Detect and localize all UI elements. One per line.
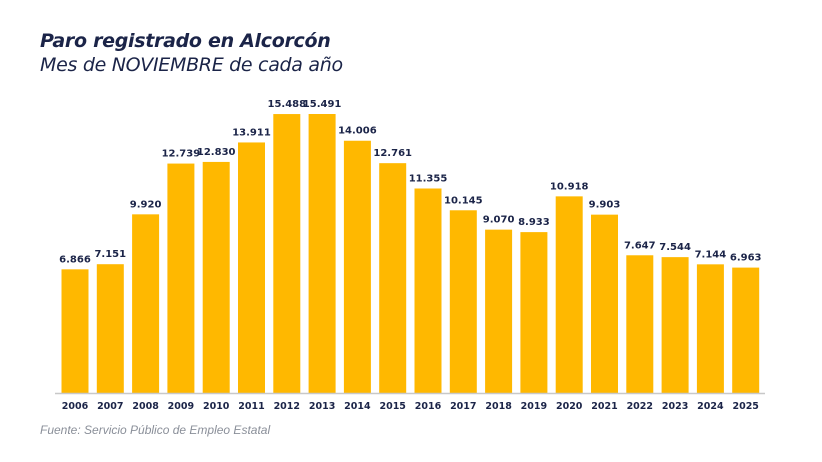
data-label-2022: 7.647	[624, 240, 656, 251]
bar-2021	[591, 214, 618, 393]
data-label-2020: 10.918	[550, 181, 589, 192]
bar-2008	[132, 214, 160, 393]
bar-2018	[485, 229, 513, 393]
bar-2007	[96, 264, 124, 393]
bar-2025	[732, 267, 760, 393]
x-tick-2006: 2006	[62, 401, 89, 412]
data-label-2006: 6.866	[59, 254, 91, 265]
bar-2006	[61, 269, 89, 393]
data-label-2011: 13.911	[232, 127, 271, 138]
bar-2019	[520, 232, 548, 393]
chart-subtitle: Mes de NOVIEMBRE de cada año	[40, 54, 343, 76]
data-label-2012: 15.488	[268, 99, 307, 110]
bar-2015	[379, 163, 407, 393]
data-label-2018: 9.070	[483, 215, 515, 226]
bar-2011	[238, 142, 265, 393]
data-label-2024: 7.144	[695, 249, 727, 260]
data-label-2010: 12.830	[197, 147, 236, 158]
x-tick-2013: 2013	[309, 401, 335, 412]
x-tick-2019: 2019	[521, 401, 547, 412]
data-label-2021: 9.903	[589, 200, 621, 211]
data-label-2023: 7.544	[659, 242, 691, 253]
x-tick-2008: 2008	[132, 401, 159, 412]
bar-2017	[449, 210, 477, 393]
x-tick-2017: 2017	[450, 401, 476, 412]
data-label-2015: 12.761	[373, 148, 412, 159]
data-label-2016: 11.355	[409, 173, 448, 184]
bar-2022	[626, 255, 654, 393]
x-tick-2011: 2011	[238, 401, 264, 412]
x-tick-2014: 2014	[344, 401, 371, 412]
data-label-2007: 7.151	[94, 249, 126, 260]
data-label-2017: 10.145	[444, 195, 483, 206]
data-label-2019: 8.933	[518, 217, 550, 228]
x-tick-2015: 2015	[379, 401, 405, 412]
bar-2014	[343, 140, 371, 393]
bar-2012	[273, 114, 301, 394]
data-label-2025: 6.963	[730, 253, 762, 264]
x-tick-2021: 2021	[591, 401, 617, 412]
x-tick-2022: 2022	[627, 401, 653, 412]
data-label-2013: 15.491	[303, 99, 342, 110]
bar-2020	[555, 196, 583, 393]
x-tick-2016: 2016	[415, 401, 442, 412]
bar-2013	[308, 114, 336, 393]
x-tick-2009: 2009	[168, 401, 194, 412]
x-tick-2020: 2020	[556, 401, 583, 412]
bar-2016	[414, 188, 442, 393]
bar-2010	[202, 161, 230, 393]
bar-2024	[696, 264, 724, 393]
x-tick-2024: 2024	[697, 401, 724, 412]
chart-title: Paro registrado en Alcorcón	[40, 30, 331, 52]
x-tick-2018: 2018	[485, 401, 512, 412]
data-label-2009: 12.739	[162, 149, 201, 160]
x-tick-2010: 2010	[203, 401, 230, 412]
x-tick-2025: 2025	[732, 401, 758, 412]
x-tick-2012: 2012	[274, 401, 300, 412]
bar-2009	[167, 163, 195, 393]
x-tick-2023: 2023	[662, 401, 688, 412]
data-label-2008: 9.920	[130, 199, 162, 210]
x-tick-2007: 2007	[97, 401, 123, 412]
data-label-2014: 14.006	[338, 126, 377, 137]
source-note: Fuente: Servicio Público de Empleo Estat…	[40, 423, 271, 437]
bar-2023	[661, 257, 689, 393]
